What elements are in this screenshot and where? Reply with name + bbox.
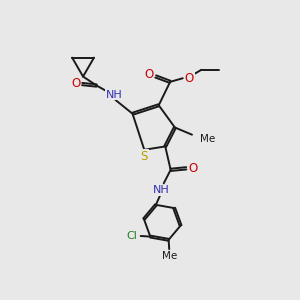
Text: O: O — [185, 72, 194, 85]
Text: S: S — [141, 150, 148, 163]
Text: NH: NH — [106, 89, 123, 100]
Text: O: O — [188, 162, 197, 175]
Text: Me: Me — [200, 134, 215, 144]
Text: Cl: Cl — [127, 231, 138, 241]
Text: NH: NH — [153, 185, 170, 195]
Text: O: O — [71, 76, 80, 90]
Text: Me: Me — [162, 251, 177, 261]
Text: O: O — [145, 68, 154, 81]
